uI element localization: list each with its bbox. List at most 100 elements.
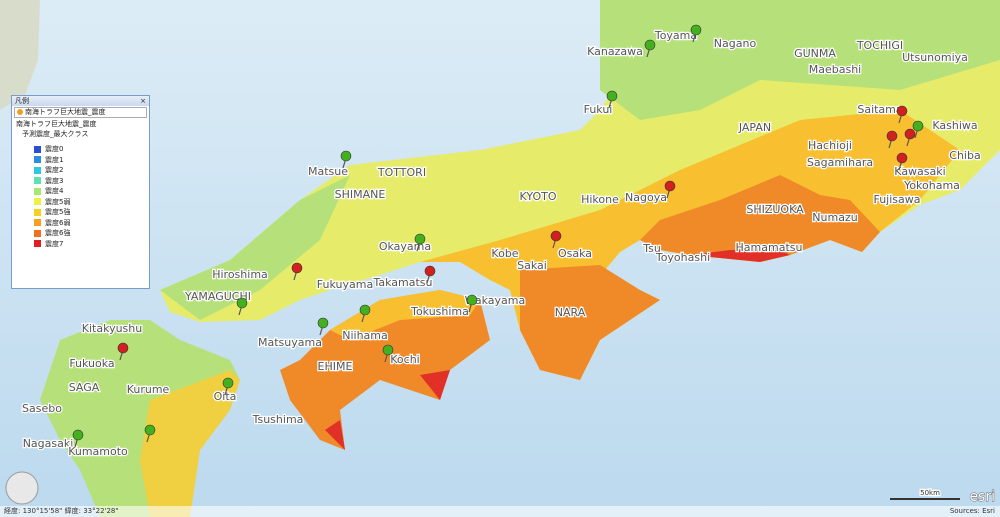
- pin[interactable]: [912, 120, 924, 132]
- pin[interactable]: [690, 24, 702, 36]
- legend-swatch: [34, 198, 41, 206]
- pin[interactable]: [644, 39, 656, 51]
- land-honshu: [160, 0, 1000, 380]
- pin[interactable]: [291, 262, 303, 274]
- navigation-control[interactable]: [5, 471, 39, 505]
- pin[interactable]: [382, 344, 394, 356]
- layer-dropdown[interactable]: 南海トラフ巨大地震_震度: [14, 107, 147, 118]
- pin[interactable]: [664, 180, 676, 192]
- place-label: Sakai: [517, 259, 547, 272]
- place-label: Fukuoka: [69, 357, 114, 370]
- pin[interactable]: [466, 294, 478, 306]
- place-label: SHIZUOKA: [746, 203, 804, 216]
- place-label: Fukui: [584, 103, 613, 116]
- place-label: YAMAGUCHI: [184, 290, 251, 303]
- place-label: Toyohashi: [655, 251, 710, 264]
- place-label: Kawasaki: [894, 165, 945, 178]
- place-label: Oita: [214, 390, 237, 403]
- place-label: Nagasaki: [23, 437, 74, 450]
- place-label: Kanazawa: [587, 45, 643, 58]
- place-label: Numazu: [812, 211, 857, 224]
- pin[interactable]: [896, 105, 908, 117]
- pin[interactable]: [414, 233, 426, 245]
- place-label: GUNMA: [794, 47, 836, 60]
- place-label: Chiba: [949, 149, 980, 162]
- legend-header: 凡例 ×: [12, 96, 149, 106]
- pin[interactable]: [117, 342, 129, 354]
- legend-swatch: [34, 229, 41, 237]
- legend-label: 震度4: [45, 187, 64, 196]
- status-bar: [0, 506, 1000, 517]
- legend-class: 震度6弱: [12, 218, 149, 229]
- attribution: Sources: Esri: [950, 507, 995, 515]
- close-button[interactable]: ×: [140, 97, 146, 105]
- place-label: Tsu: [642, 242, 661, 255]
- pin[interactable]: [144, 424, 156, 436]
- place-label: Nagoya: [625, 191, 667, 204]
- place-label: Hikone: [581, 193, 619, 206]
- land-korea: [0, 0, 40, 110]
- legend-swatch: [34, 166, 41, 174]
- place-label: Tsushima: [252, 413, 304, 426]
- place-label: Toyama: [654, 29, 697, 42]
- pin[interactable]: [359, 304, 371, 316]
- land-kyushu-east: [140, 370, 240, 517]
- land-shikoku-coast: [325, 370, 450, 450]
- place-label: Saitama: [857, 103, 902, 116]
- scale-label: 50km: [920, 489, 940, 497]
- legend-class: 震度6強: [12, 228, 149, 239]
- esri-logo: esri: [969, 489, 995, 505]
- land-shikoku-north: [330, 290, 480, 340]
- pin[interactable]: [896, 152, 908, 164]
- land-zone-max: [690, 250, 790, 262]
- place-label: TOTTORI: [377, 166, 426, 179]
- place-label: Kurume: [127, 383, 170, 396]
- place-label: Utsunomiya: [902, 51, 968, 64]
- pin[interactable]: [317, 317, 329, 329]
- place-label: Wakayama: [465, 294, 526, 307]
- place-label: Fukuyama: [317, 278, 373, 291]
- place-label: Hamamatsu: [736, 241, 803, 254]
- place-label: Nagano: [714, 37, 757, 50]
- pin[interactable]: [606, 90, 618, 102]
- pin[interactable]: [424, 265, 436, 277]
- pin[interactable]: [904, 128, 916, 140]
- place-label: EHIME: [318, 360, 353, 373]
- legend-swatch: [34, 219, 41, 227]
- place-label: Maebashi: [809, 63, 861, 76]
- pin[interactable]: [340, 150, 352, 162]
- legend-label: 震度5弱: [45, 197, 71, 206]
- place-label: SAGA: [69, 381, 100, 394]
- land-zone-low: [160, 0, 1000, 320]
- legend-label: 震度0: [45, 145, 64, 154]
- place-label: Osaka: [558, 247, 592, 260]
- legend-swatch: [34, 156, 41, 164]
- legend-title: 凡例: [15, 97, 29, 105]
- layer-item[interactable]: 南海トラフ巨大地震_震度: [16, 120, 97, 128]
- legend-class: 震度5強: [12, 207, 149, 218]
- legend-label: 震度1: [45, 155, 64, 164]
- place-label: Takamatsu: [372, 276, 432, 289]
- legend-label: 震度5強: [45, 208, 71, 217]
- pin[interactable]: [236, 297, 248, 309]
- place-label: Tokushima: [410, 305, 469, 318]
- pin[interactable]: [886, 130, 898, 142]
- place-label: Matsuyama: [258, 336, 322, 349]
- place-label: NARA: [555, 306, 586, 319]
- legend-class: 震度1: [12, 155, 149, 166]
- place-label: Matsue: [308, 165, 348, 178]
- pin[interactable]: [550, 230, 562, 242]
- legend-class: 震度2: [12, 165, 149, 176]
- legend-label: 震度3: [45, 176, 64, 185]
- place-label: Kobe: [491, 247, 518, 260]
- pin[interactable]: [72, 429, 84, 441]
- legend-class: 震度5弱: [12, 197, 149, 208]
- place-label: Kitakyushu: [82, 322, 142, 335]
- place-label: Sasebo: [22, 402, 62, 415]
- sublayer-item[interactable]: 予測震度_最大クラス: [22, 130, 89, 138]
- legend-panel: 凡例 × 南海トラフ巨大地震_震度 南海トラフ巨大地震_震度 予測震度_最大クラス…: [11, 95, 150, 289]
- pin[interactable]: [222, 377, 234, 389]
- legend-label: 震度6強: [45, 229, 71, 238]
